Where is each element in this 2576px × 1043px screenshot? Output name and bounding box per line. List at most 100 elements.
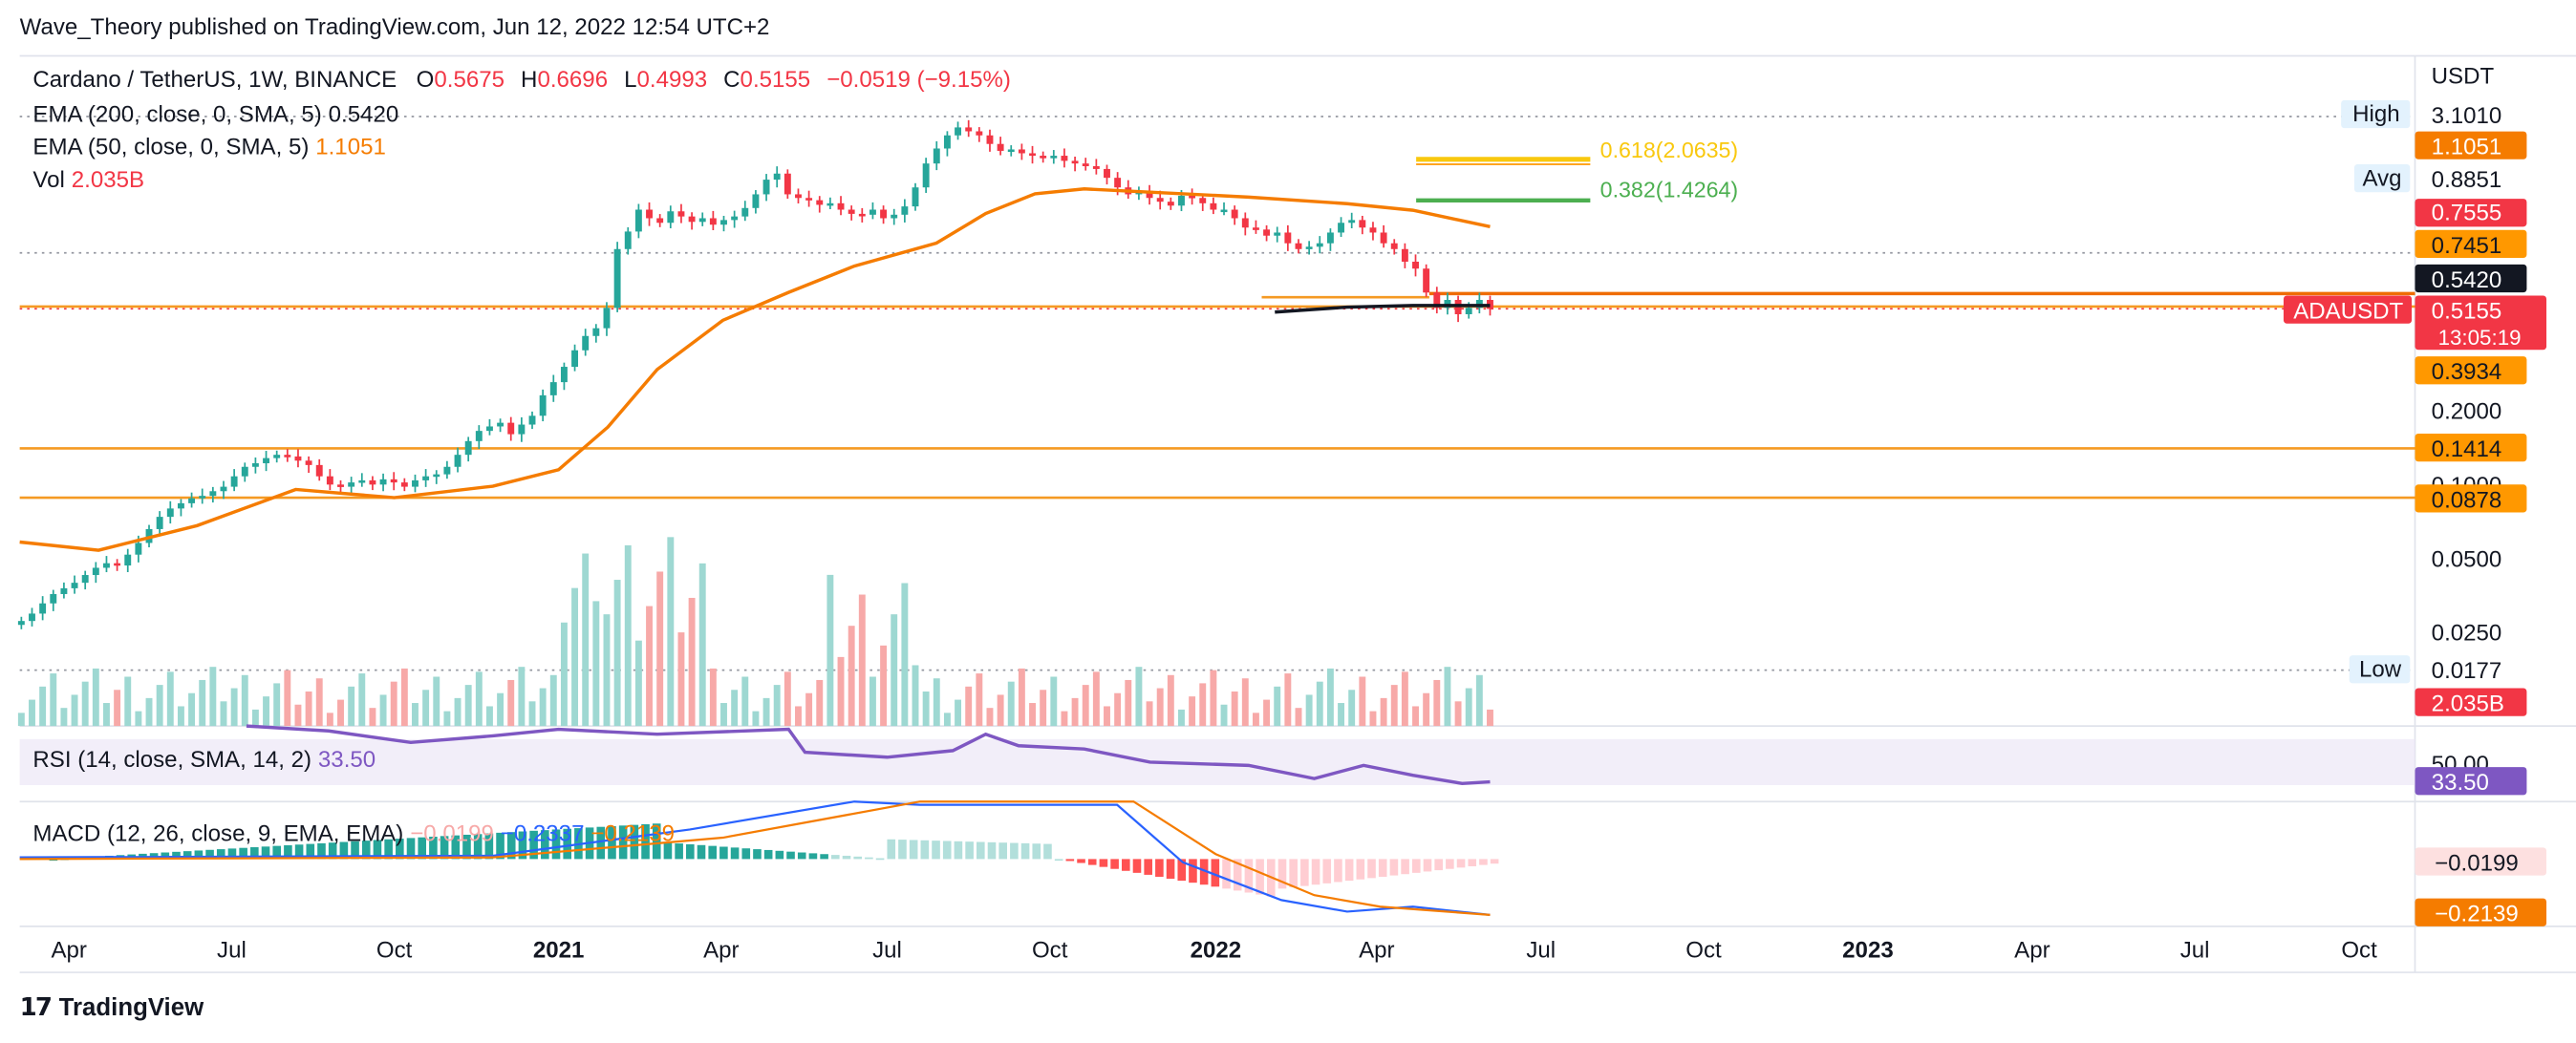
legend-vol-value: 2.035B <box>71 165 145 193</box>
macd-hist-bar <box>239 847 247 860</box>
volume-bar <box>209 667 217 727</box>
legend-ema50-row[interactable]: EMA (50, close, 0, SMA, 5) 1.1051 <box>32 133 385 160</box>
volume-bar <box>1050 676 1058 727</box>
macd-hist-bar <box>1434 859 1443 871</box>
candle-body <box>1189 195 1196 199</box>
volume-bar <box>837 656 845 727</box>
macd-hist-bar <box>730 847 740 860</box>
macd-hist-bar <box>1211 859 1220 887</box>
macd-hist-bar <box>182 851 192 860</box>
macd-hist-bar <box>596 826 606 860</box>
candle-body <box>1295 243 1302 249</box>
legend-vol-row[interactable]: Vol 2.035B <box>32 166 144 193</box>
volume-bar <box>17 713 25 727</box>
avg-tag-box <box>2353 163 2411 193</box>
candle-body <box>1061 156 1068 161</box>
macd-hist-bar <box>920 840 930 860</box>
macd-hist-bar <box>618 825 628 860</box>
candle-body <box>592 328 600 336</box>
legend-open: 0.5675 <box>434 65 505 93</box>
macd-signal-value: −0.2139 <box>2435 902 2519 927</box>
volume-bar <box>400 668 408 727</box>
candle-body <box>507 422 515 435</box>
volume-bar <box>1104 706 1110 727</box>
volume-bar <box>241 674 248 727</box>
candle-body <box>464 440 472 456</box>
legend-macd-line: −0.2337 <box>500 820 585 846</box>
volume-bar <box>709 668 717 727</box>
legend-macd-hist: −0.0199 <box>410 820 494 846</box>
macd-hist-bar <box>1468 859 1477 866</box>
volume-bar <box>1401 671 1408 727</box>
macd-hist-bar <box>205 849 214 860</box>
volume-price-box <box>2415 688 2527 716</box>
candle-body <box>784 173 791 195</box>
volume-bar <box>1125 679 1132 727</box>
volume-bar <box>1487 709 1493 727</box>
candle-body <box>539 394 547 416</box>
volume-bar <box>688 597 696 727</box>
x-tick-label: 2021 <box>533 938 585 964</box>
volume-bar <box>1071 697 1079 727</box>
volume-bar <box>1082 685 1089 727</box>
candle-body <box>1433 292 1441 309</box>
last-price: 0.5155 <box>2432 299 2502 325</box>
candle-body <box>933 148 940 164</box>
candle-body <box>412 479 419 487</box>
legend-macd-row[interactable]: MACD (12, 26, close, 9, EMA, EMA) −0.0199… <box>32 820 675 846</box>
tradingview-logo-icon: 𝟭𝟳 <box>19 993 53 1022</box>
price-box-0.0878 <box>2415 484 2527 513</box>
candle-body <box>773 173 781 181</box>
volume-bar <box>114 690 121 727</box>
volume-bar <box>1040 690 1047 727</box>
volume-bar <box>433 676 440 727</box>
candle-body <box>656 218 664 224</box>
macd-hist-bar <box>1479 859 1488 865</box>
candle-body <box>1305 246 1313 249</box>
macd-hist-bar <box>1244 859 1254 893</box>
macd-hist-bar <box>875 858 885 861</box>
macd-hist-bar <box>462 834 471 860</box>
high-tag-box <box>2341 99 2411 129</box>
volume-bar <box>549 674 557 727</box>
high-tag: High <box>2352 101 2399 127</box>
candle-body <box>1348 220 1356 224</box>
volume-bar <box>50 673 57 727</box>
macd-hist-bar <box>1155 859 1164 877</box>
macd-hist-bar <box>1423 859 1432 872</box>
volume-bar <box>1061 711 1068 727</box>
macd-hist-bar <box>284 844 292 860</box>
volume-bar <box>60 708 68 727</box>
price-box-0.3934 <box>2415 356 2527 385</box>
candle-body <box>986 135 994 144</box>
volume-bar <box>539 688 547 727</box>
legend-high-label: H <box>521 65 538 93</box>
volume-bar <box>933 678 940 727</box>
macd-hist-bar <box>1356 859 1365 880</box>
macd-hist-bar <box>1256 859 1264 895</box>
legend-rsi-row[interactable]: RSI (14, close, SMA, 14, 2) 33.50 <box>32 746 376 773</box>
macd-hist-bar <box>1010 842 1019 860</box>
volume-bar <box>358 673 366 727</box>
legend-ema200-row[interactable]: EMA (200, close, 0, SMA, 5) 0.5420 <box>32 100 398 127</box>
macd-hist-bar <box>1077 859 1085 863</box>
legend-low-label: L <box>624 65 637 93</box>
macd-hist-bar <box>775 850 784 860</box>
volume-bar <box>124 676 132 727</box>
candle-body <box>603 308 611 329</box>
price-box-0.7451 <box>2415 229 2527 258</box>
volume-bar <box>475 671 483 727</box>
macd-hist-bar <box>361 841 371 860</box>
candle-body <box>1252 227 1259 230</box>
volume-bar <box>315 678 323 727</box>
volume-bar <box>326 713 333 727</box>
macd-hist-bar <box>898 840 907 860</box>
tradingview-brand[interactable]: 𝟭𝟳 TradingView <box>20 992 204 1022</box>
volume-bar <box>858 594 866 727</box>
volume-bar <box>848 626 855 727</box>
volume-bar <box>816 679 824 727</box>
candle-body <box>1465 308 1472 314</box>
macd-hist-box <box>2415 847 2547 876</box>
macd-hist-bar <box>294 844 304 860</box>
